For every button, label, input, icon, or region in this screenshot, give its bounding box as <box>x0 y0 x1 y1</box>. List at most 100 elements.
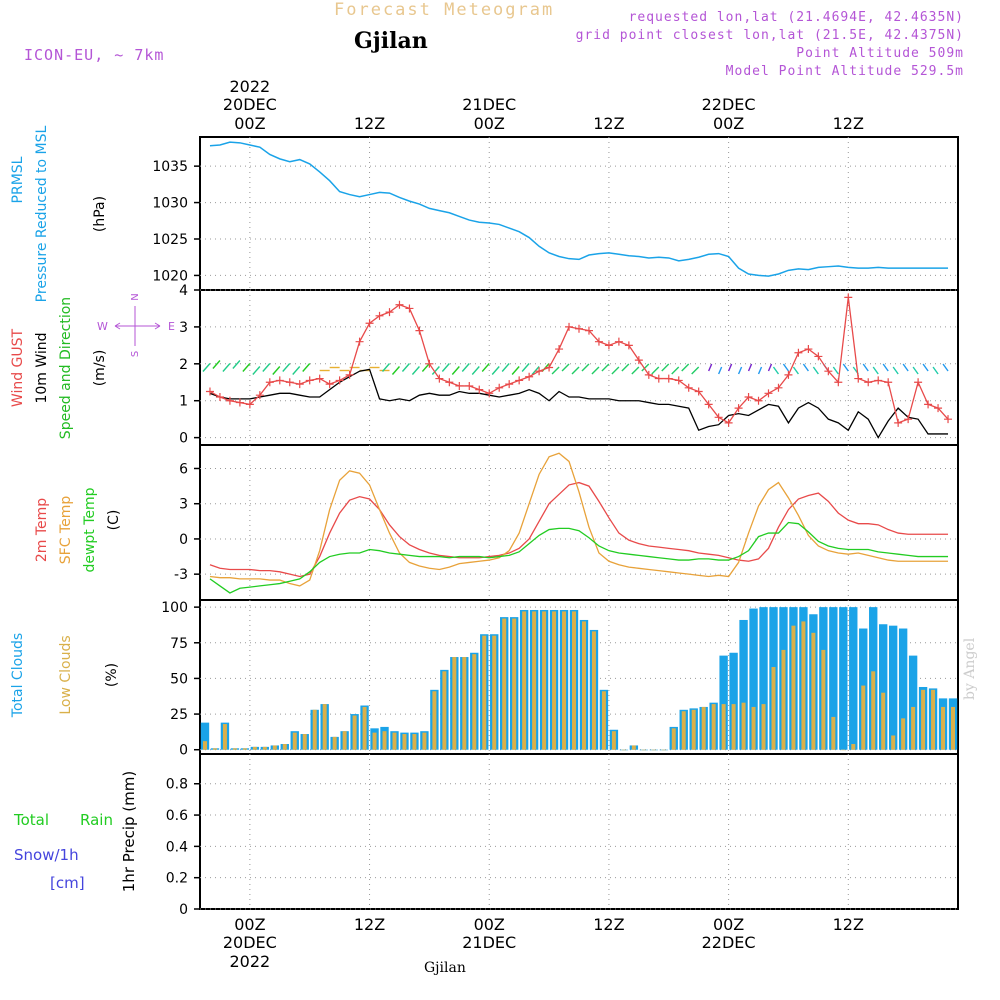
gust-marker <box>694 387 703 396</box>
top-axis-hour: 12Z <box>833 114 864 133</box>
low-cloud-bar <box>591 631 596 750</box>
low-cloud-bar <box>372 732 377 750</box>
precip-ylabel: 1hr Precip (mm) <box>120 771 138 892</box>
low-cloud-bar <box>661 749 666 751</box>
gust-marker <box>315 374 324 383</box>
y-tick-label: 4 <box>179 283 188 299</box>
low-cloud-bar <box>921 689 926 750</box>
gust-marker <box>575 324 583 333</box>
top-axis-date: 22DEC <box>702 95 756 114</box>
wind-arrow <box>591 366 600 375</box>
wind-arrow <box>601 363 610 372</box>
wind-arrow <box>767 363 773 372</box>
compass-w: W <box>97 320 108 333</box>
wind-arrow <box>892 366 899 375</box>
gust-marker <box>634 356 643 365</box>
wind-arrow <box>792 366 799 375</box>
low-cloud-bar <box>282 744 287 750</box>
wind-arrow <box>802 363 809 372</box>
y-tick-label: 0.2 <box>166 871 188 887</box>
gust-marker <box>365 319 374 328</box>
low-cloud-bar <box>312 709 317 750</box>
panel-labels: PRMSL Pressure Reduced to MSL (hPa) Wind GU… <box>10 125 175 892</box>
bottom-axis-date: 21DEC <box>462 933 516 952</box>
gust-marker <box>664 374 673 383</box>
gust-marker <box>874 376 883 385</box>
gust-marker <box>255 391 264 400</box>
low-cloud-bar <box>951 706 956 750</box>
gust-marker <box>505 380 514 389</box>
low-cloud-bar <box>302 734 307 750</box>
temp-label-dewpt: dewpt Temp <box>82 487 98 572</box>
wind-arrow <box>691 366 700 375</box>
wind-arrow <box>631 366 640 375</box>
wind-arrow <box>431 366 440 375</box>
gust-marker <box>355 337 364 346</box>
y-tick-label: 25 <box>170 707 188 723</box>
low-cloud-bar <box>631 745 636 750</box>
gust-marker <box>854 374 863 383</box>
low-cloud-bar <box>512 618 517 750</box>
low-cloud-bar <box>392 732 397 750</box>
wind-arrow <box>401 363 410 372</box>
low-cloud-bar <box>242 748 247 750</box>
wind-arrow <box>551 366 560 375</box>
wind-arrow <box>421 363 430 372</box>
low-cloud-bar <box>532 611 537 750</box>
wind-arrow <box>381 363 391 372</box>
gust-marker <box>674 376 683 385</box>
total-cloud-bar <box>829 607 838 750</box>
bottom-axis-date: 22DEC <box>702 933 756 952</box>
gust-marker <box>844 293 853 302</box>
gust-marker <box>225 396 234 405</box>
wind-unit: (m/s) <box>92 350 108 387</box>
gust-marker <box>405 304 414 313</box>
low-cloud-bar <box>202 741 207 750</box>
gust-marker <box>714 413 723 422</box>
gust-marker <box>794 348 803 357</box>
temperature-panel: -3 0 3 6 <box>174 444 959 601</box>
low-cloud-bar <box>362 706 367 750</box>
pressure-label-desc: Pressure Reduced to MSL <box>34 125 50 302</box>
wind-label-dir: Speed and Direction <box>58 297 74 439</box>
y-tick-label: 50 <box>170 671 188 687</box>
low-cloud-bar <box>252 746 257 750</box>
wind-line <box>209 368 949 439</box>
low-cloud-bar <box>831 716 836 750</box>
gust-marker <box>385 308 394 317</box>
low-cloud-bar <box>791 625 796 750</box>
wind-arrow <box>232 360 241 369</box>
bottom-axis-date: 20DEC <box>223 933 277 952</box>
bottom-axis-year: 2022 <box>230 952 271 971</box>
meteogram-title: Forecast Meteogram <box>334 0 555 20</box>
gust-marker <box>395 300 404 309</box>
wind-arrow <box>737 366 743 375</box>
low-cloud-bar <box>212 748 217 750</box>
total-cloud-bar <box>739 619 748 750</box>
low-cloud-bar <box>801 621 806 750</box>
gust-marker <box>594 337 603 346</box>
low-cloud-bar <box>731 704 736 750</box>
low-cloud-bar <box>322 704 327 750</box>
gust-marker <box>465 381 474 390</box>
gust-line <box>209 297 949 424</box>
low-cloud-bar <box>402 734 407 750</box>
pressure-unit: (hPa) <box>92 196 108 232</box>
low-cloud-bar <box>272 745 277 750</box>
y-tick-label: 0 <box>179 532 188 548</box>
low-cloud-bar <box>881 692 886 750</box>
wind-arrow <box>942 363 949 372</box>
gust-marker <box>834 378 843 387</box>
gust-marker <box>804 345 813 354</box>
wind-arrow <box>501 363 510 372</box>
low-cloud-bar <box>691 709 696 750</box>
wind-arrow <box>272 366 281 375</box>
gust-marker <box>245 400 254 409</box>
top-axis-hour: 12Z <box>354 114 385 133</box>
low-cloud-bar <box>931 689 936 750</box>
gust-marker <box>654 374 663 383</box>
y-tick-label: 1030 <box>152 196 188 212</box>
low-cloud-bar <box>382 731 387 750</box>
